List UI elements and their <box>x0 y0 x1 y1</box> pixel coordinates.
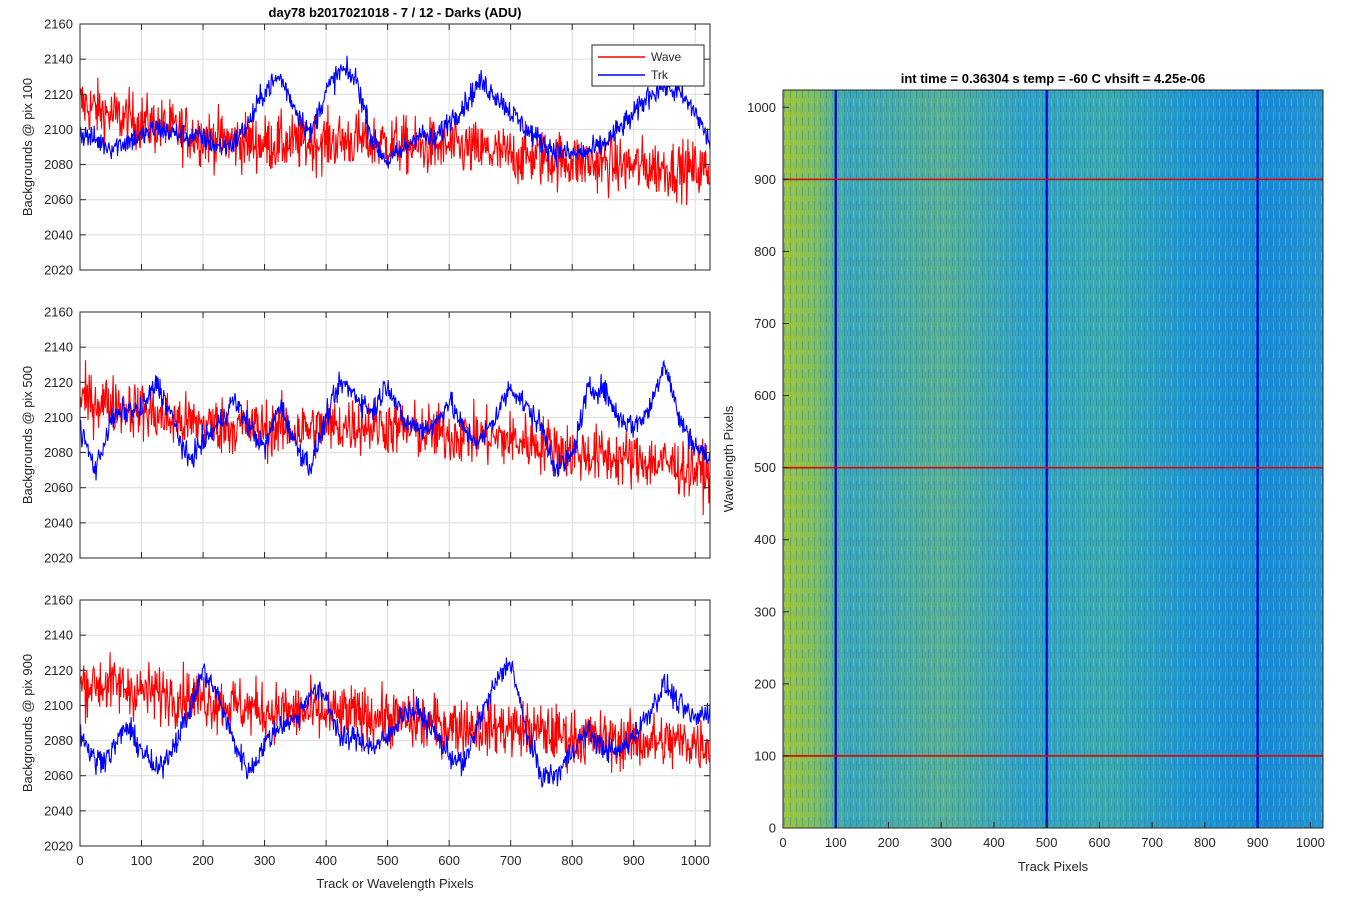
y-tick-label: 2040 <box>44 515 73 530</box>
x-tick-label: 900 <box>623 853 645 868</box>
x-axis-label: Track or Wavelength Pixels <box>316 876 474 891</box>
heatmap-y-tick-label: 400 <box>754 532 776 547</box>
y-tick-label: 2020 <box>44 839 73 854</box>
heatmap-y-tick-label: 800 <box>754 244 776 259</box>
heatmap-x-tick-label: 400 <box>983 835 1005 850</box>
y-tick-label: 2100 <box>44 122 73 137</box>
series-line-trk <box>79 359 711 481</box>
x-tick-label: 600 <box>438 853 460 868</box>
heatmap-y-tick-label: 0 <box>769 821 776 836</box>
axes-frame <box>79 599 711 847</box>
x-tick-label: 200 <box>192 853 214 868</box>
heatmap-xlabel: Track Pixels <box>1018 859 1089 874</box>
heatmap-x-tick-label: 200 <box>878 835 900 850</box>
y-tick-label: 2160 <box>44 305 73 320</box>
legend-box <box>591 44 705 87</box>
heatmap-y-tick-label: 100 <box>754 748 776 763</box>
y-tick-label: 2100 <box>44 410 73 425</box>
legend-trk-label: Trk <box>651 68 669 82</box>
heatmap-x-tick-label: 900 <box>1247 835 1269 850</box>
x-tick-label: 400 <box>315 853 337 868</box>
series-line-trk <box>79 55 711 169</box>
y-tick-label: 2120 <box>44 375 73 390</box>
axes-frame <box>79 23 711 271</box>
heatmap-x-tick-label: 600 <box>1089 835 1111 850</box>
y-tick-label: 2120 <box>44 663 73 678</box>
x-tick-label: 300 <box>254 853 276 868</box>
heatmap-x-tick-label: 0 <box>779 835 786 850</box>
heatmap-y-tick-label: 600 <box>754 388 776 403</box>
y-tick-label: 2080 <box>44 445 73 460</box>
x-tick-label: 500 <box>377 853 399 868</box>
heatmap-y-tick-label: 300 <box>754 604 776 619</box>
panel-pix-900: 2020 2040 2060 2080 2100 2120 2140 2160 0 100 200 3… <box>20 593 711 891</box>
legend: Wave Trk <box>591 44 705 87</box>
y-tick-label: 2040 <box>44 227 73 242</box>
axes-frame <box>79 311 711 559</box>
heatmap-y-tick-label: 500 <box>754 460 776 475</box>
y-tick-label: 2080 <box>44 157 73 172</box>
y-tick-label: 2100 <box>44 698 73 713</box>
y-axis-label: Backgrounds @ pix 900 <box>20 654 35 792</box>
x-tick-label: 700 <box>500 853 522 868</box>
heatmap-texture <box>783 90 1323 828</box>
y-tick-label: 2120 <box>44 87 73 102</box>
y-tick-label: 2160 <box>44 17 73 32</box>
plot-area <box>80 312 710 558</box>
x-tick-label: 100 <box>131 853 153 868</box>
heatmap-x-tick-label: 500 <box>1036 835 1058 850</box>
heatmap-x-tick-label: 1000 <box>1296 835 1325 850</box>
y-tick-label: 2160 <box>44 593 73 608</box>
y-axis-label: Backgrounds @ pix 100 <box>20 78 35 216</box>
heatmap-x-tick-label: 800 <box>1194 835 1216 850</box>
series-line-trk <box>79 657 711 788</box>
series-line-wave <box>79 77 711 206</box>
panel-pix-500: 2020 2040 2060 2080 2100 2120 2140 2160 Backgrou… <box>20 305 711 566</box>
heatmap-frame <box>782 89 1324 829</box>
heatmap-y-tick-label: 200 <box>754 676 776 691</box>
heatmap-y-tick-label: 900 <box>754 172 776 187</box>
heatmap-panel: int time = 0.36304 s temp = -60 C vhsift… <box>721 71 1325 874</box>
y-tick-label: 2020 <box>44 263 73 278</box>
y-tick-label: 2080 <box>44 733 73 748</box>
legend-wave-label: Wave <box>651 50 682 64</box>
x-tick-label: 1000 <box>681 853 710 868</box>
heatmap-y-tick-label: 700 <box>754 316 776 331</box>
y-tick-label: 2060 <box>44 768 73 783</box>
heatmap-x-tick-label: 100 <box>825 835 847 850</box>
y-tick-label: 2140 <box>44 628 73 643</box>
y-tick-label: 2020 <box>44 551 73 566</box>
heatmap-title: int time = 0.36304 s temp = -60 C vhsift… <box>901 71 1206 86</box>
y-tick-label: 2060 <box>44 192 73 207</box>
x-tick-label: 0 <box>76 853 83 868</box>
heatmap-x-tick-label: 700 <box>1141 835 1163 850</box>
y-tick-label: 2140 <box>44 52 73 67</box>
y-tick-label: 2060 <box>44 480 73 495</box>
heatmap-x-tick-label: 300 <box>930 835 952 850</box>
y-tick-label: 2140 <box>44 340 73 355</box>
x-tick-label: 800 <box>561 853 583 868</box>
y-axis-label: Backgrounds @ pix 500 <box>20 366 35 504</box>
figure-title: day78 b2017021018 - 7 / 12 - Darks (ADU) <box>269 5 522 20</box>
y-tick-label: 2040 <box>44 803 73 818</box>
heatmap-y-tick-label: 1000 <box>747 100 776 115</box>
heatmap-ylabel: Wavelength Pixels <box>721 405 736 512</box>
